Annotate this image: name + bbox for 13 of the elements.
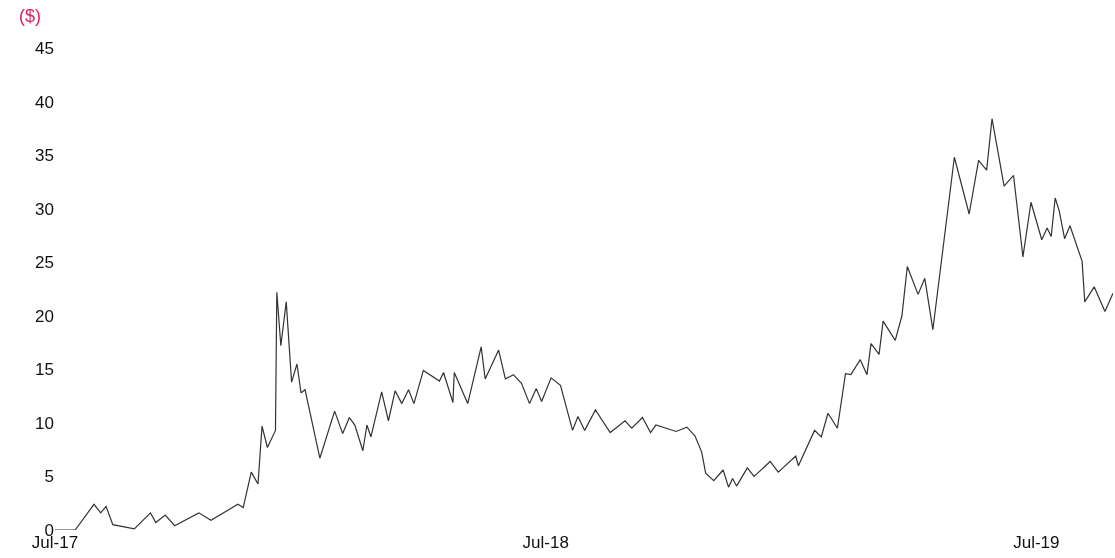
y-tick-label: 15: [35, 360, 54, 380]
y-tick-label: 25: [35, 253, 54, 273]
y-tick-label: 40: [35, 92, 54, 112]
y-axis-title: ($): [19, 6, 41, 26]
line-series: [55, 118, 1113, 530]
x-tick-label: Jul-19: [1013, 533, 1060, 552]
y-tick-label: 20: [35, 306, 54, 326]
y-tick-label: 30: [35, 199, 54, 219]
y-tick-label: 5: [44, 467, 54, 487]
y-tick-label: 35: [35, 146, 54, 166]
y-tick-label: 45: [35, 38, 54, 58]
y-tick-label: 10: [35, 413, 54, 433]
x-tick-label: Jul-18: [522, 533, 569, 552]
